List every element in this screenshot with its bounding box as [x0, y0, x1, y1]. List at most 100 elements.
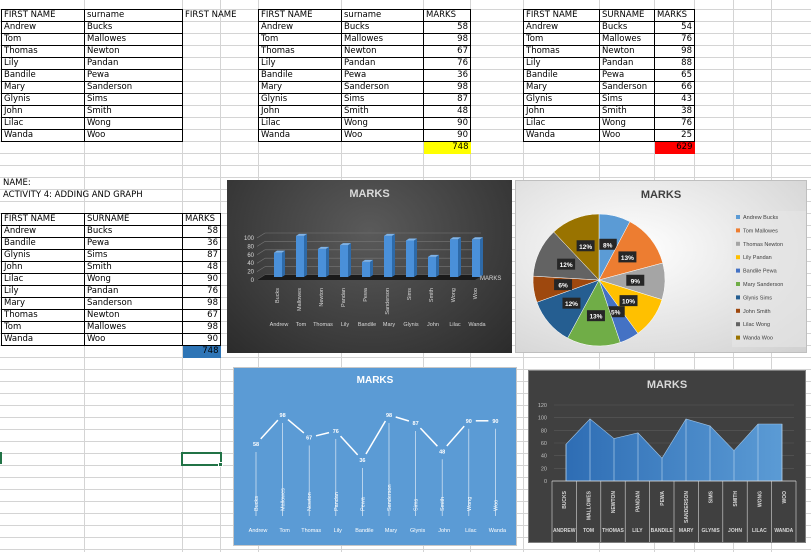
first-name-cell[interactable]: Bandile [1, 237, 85, 250]
activity-title[interactable]: ACTIVITY 4: ADDING AND GRAPH [3, 190, 143, 200]
marks-cell[interactable]: 98 [182, 321, 221, 334]
marks-cell[interactable]: 25 [654, 129, 695, 142]
surname-cell[interactable]: Smith [84, 261, 183, 274]
surname-cell[interactable]: Sims [84, 249, 183, 262]
marks-cell[interactable]: 98 [654, 45, 695, 58]
first-name-cell[interactable]: Wanda [1, 333, 85, 346]
first-name-cell[interactable]: Wanda [1, 129, 85, 142]
surname-cell[interactable]: Bucks [599, 21, 655, 34]
header-cell[interactable]: FIRST NAME [523, 9, 600, 22]
marks-cell[interactable]: 54 [654, 21, 695, 34]
first-name-cell[interactable]: Lily [523, 57, 600, 70]
marks-cell[interactable]: 65 [654, 69, 695, 82]
header-cell[interactable]: surname [84, 9, 183, 22]
surname-cell[interactable]: Wong [341, 117, 424, 130]
surname-cell[interactable]: Sanderson [341, 81, 424, 94]
marks-cell[interactable]: 58 [182, 225, 221, 238]
surname-cell[interactable]: Bucks [341, 21, 424, 34]
bar-chart[interactable]: MARKS 0 20 40 60 80 100 Bucks Andrew Mallowes Tom… [227, 180, 512, 353]
marks-cell[interactable]: 76 [182, 285, 221, 298]
surname-cell[interactable]: Sims [84, 93, 183, 106]
marks-cell[interactable]: 48 [182, 261, 221, 274]
marks-cell[interactable]: 36 [182, 237, 221, 250]
surname-cell[interactable]: Pewa [341, 69, 424, 82]
header-cell[interactable]: FIRST NAME [258, 9, 342, 22]
surname-cell[interactable]: Mallowes [84, 33, 183, 46]
extra-header-cell[interactable]: FIRST NAME [185, 10, 237, 20]
surname-cell[interactable]: Wong [84, 117, 183, 130]
surname-cell[interactable]: Bucks [84, 225, 183, 238]
marks-cell[interactable]: 67 [423, 45, 471, 58]
marks-cell[interactable]: 90 [182, 273, 221, 286]
marks-cell[interactable]: 38 [654, 105, 695, 118]
first-name-cell[interactable]: Mary [523, 81, 600, 94]
first-name-cell[interactable]: Lilac [258, 117, 342, 130]
selected-cell[interactable] [181, 452, 222, 466]
marks-cell[interactable]: 43 [654, 93, 695, 106]
marks-cell[interactable]: 76 [423, 57, 471, 70]
surname-cell[interactable]: Newton [84, 45, 183, 58]
surname-cell[interactable]: Mallowes [599, 33, 655, 46]
first-name-cell[interactable]: Wanda [258, 129, 342, 142]
marks-cell[interactable]: 76 [654, 117, 695, 130]
name-label[interactable]: NAME: [3, 178, 31, 188]
first-name-cell[interactable]: Thomas [258, 45, 342, 58]
surname-cell[interactable]: Mallowes [84, 321, 183, 334]
first-name-cell[interactable]: Thomas [1, 45, 85, 58]
header-cell[interactable]: surname [341, 9, 424, 22]
first-name-cell[interactable]: Tom [258, 33, 342, 46]
header-cell[interactable]: MARKS [423, 9, 471, 22]
surname-cell[interactable]: Pandan [84, 285, 183, 298]
marks-cell[interactable]: 98 [182, 297, 221, 310]
area-chart[interactable]: MARKS 0 20 40 60 80 100 120 BUCKS ANDREW MALLOWES… [528, 370, 806, 543]
marks-cell[interactable]: 90 [182, 333, 221, 346]
surname-cell[interactable]: Sims [341, 93, 424, 106]
surname-cell[interactable]: Woo [84, 333, 183, 346]
surname-cell[interactable]: Sanderson [84, 297, 183, 310]
surname-cell[interactable]: Wong [84, 273, 183, 286]
first-name-cell[interactable]: Glynis [523, 93, 600, 106]
first-name-cell[interactable]: Lilac [523, 117, 600, 130]
surname-cell[interactable]: Pewa [84, 69, 183, 82]
first-name-cell[interactable]: Andrew [1, 225, 85, 238]
total-cell[interactable]: 748 [182, 345, 221, 358]
surname-cell[interactable]: Pandan [599, 57, 655, 70]
first-name-cell[interactable]: Mary [1, 297, 85, 310]
surname-cell[interactable]: Woo [599, 129, 655, 142]
header-cell[interactable]: SURNAME [599, 9, 655, 22]
header-cell[interactable]: MARKS [654, 9, 695, 22]
surname-cell[interactable]: Woo [341, 129, 424, 142]
first-name-cell[interactable]: Bandile [1, 69, 85, 82]
header-cell[interactable]: MARKS [182, 213, 221, 226]
header-cell[interactable]: FIRST NAME [1, 9, 85, 22]
first-name-cell[interactable]: Tom [1, 321, 85, 334]
total-cell[interactable]: 629 [654, 141, 695, 154]
first-name-cell[interactable]: Mary [1, 81, 85, 94]
surname-cell[interactable]: Wong [599, 117, 655, 130]
marks-cell[interactable]: 76 [654, 33, 695, 46]
surname-cell[interactable]: Newton [599, 45, 655, 58]
surname-cell[interactable]: Pandan [84, 57, 183, 70]
first-name-cell[interactable]: Thomas [1, 309, 85, 322]
surname-cell[interactable]: Newton [84, 309, 183, 322]
total-cell[interactable]: 748 [423, 141, 471, 154]
first-name-cell[interactable]: Lilac [1, 273, 85, 286]
header-cell[interactable]: FIRST NAME [1, 213, 85, 226]
first-name-cell[interactable]: Glynis [258, 93, 342, 106]
pie-chart[interactable]: MARKS 8% 13% 9% 10% 5% 13% 12% 6% 12% 12% Andrew B… [515, 180, 807, 353]
first-name-cell[interactable]: Lily [1, 57, 85, 70]
marks-cell[interactable]: 98 [423, 81, 471, 94]
first-name-cell[interactable]: Lilac [1, 117, 85, 130]
marks-cell[interactable]: 88 [654, 57, 695, 70]
marks-cell[interactable]: 58 [423, 21, 471, 34]
marks-cell[interactable]: 48 [423, 105, 471, 118]
first-name-cell[interactable]: Bandile [523, 69, 600, 82]
first-name-cell[interactable]: Thomas [523, 45, 600, 58]
surname-cell[interactable]: Sims [599, 93, 655, 106]
marks-cell[interactable]: 87 [182, 249, 221, 262]
marks-cell[interactable]: 36 [423, 69, 471, 82]
surname-cell[interactable]: Smith [84, 105, 183, 118]
surname-cell[interactable]: Pewa [84, 237, 183, 250]
surname-cell[interactable]: Pewa [599, 69, 655, 82]
first-name-cell[interactable]: Wanda [523, 129, 600, 142]
